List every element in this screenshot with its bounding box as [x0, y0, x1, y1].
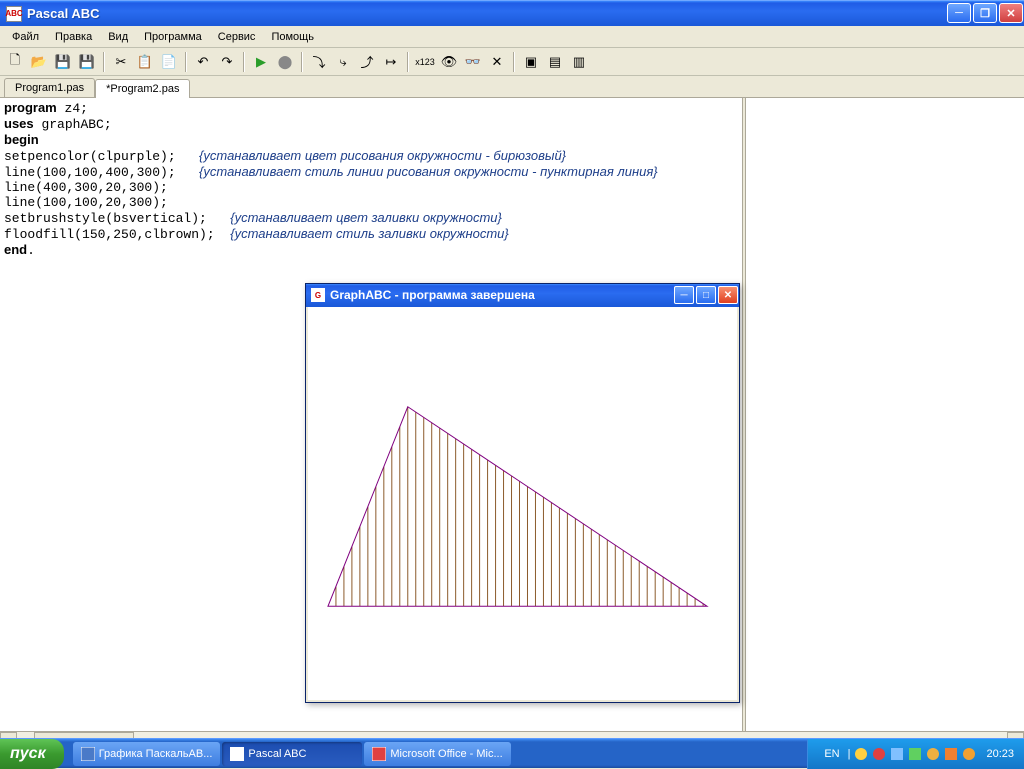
taskbar: пуск Графика ПаскальАВ...Pascal ABCMicro… — [0, 738, 1024, 768]
paste-icon[interactable]: 📄 — [158, 51, 180, 73]
tray-icon-volume[interactable] — [926, 747, 940, 761]
language-indicator[interactable]: EN — [824, 748, 839, 760]
tray-icon-4[interactable] — [908, 747, 922, 761]
copy-icon[interactable]: 📋 — [134, 51, 156, 73]
start-button[interactable]: пуск — [0, 739, 64, 769]
toolbar-separator — [301, 52, 303, 72]
system-tray: EN | 20:23 — [807, 739, 1024, 769]
tray-separator: | — [848, 748, 851, 760]
graphabc-window[interactable]: G GraphABC - программа завершена ─ □ ✕ — [305, 283, 740, 703]
clear-icon[interactable]: ✕ — [486, 51, 508, 73]
tab-program2pas[interactable]: *Program2.pas — [95, 79, 190, 98]
menu-item-помощь[interactable]: Помощь — [263, 29, 322, 45]
task-items: Графика ПаскальАВ...Pascal ABCMicrosoft … — [72, 742, 512, 766]
stop-icon[interactable]: ⬤ — [274, 51, 296, 73]
open-file-icon[interactable]: 📂 — [28, 51, 50, 73]
toolbar: 🗋 📂 💾 💾 ✂ 📋 📄 ↶ ↷ ▶ ⬤ ⤵ ⤷ ⤴ ↦ x123 👁 👓 ✕… — [0, 48, 1024, 76]
menu-item-вид[interactable]: Вид — [100, 29, 136, 45]
taskbar-item[interactable]: Microsoft Office - Mic... — [364, 742, 510, 766]
step-over-icon[interactable]: ⤵ — [308, 51, 330, 73]
redo-icon[interactable]: ↷ — [216, 51, 238, 73]
run-icon[interactable]: ▶ — [250, 51, 272, 73]
menu-item-файл[interactable]: Файл — [4, 29, 47, 45]
toolbar-separator — [513, 52, 515, 72]
graphabc-maximize-button[interactable]: □ — [696, 286, 716, 304]
tray-icon-3[interactable] — [890, 747, 904, 761]
window-title: Pascal ABC — [27, 6, 946, 21]
taskbar-item[interactable]: Pascal ABC — [222, 742, 362, 766]
toolbar-separator — [407, 52, 409, 72]
graphabc-minimize-button[interactable]: ─ — [674, 286, 694, 304]
step-into-icon[interactable]: ⤷ — [332, 51, 354, 73]
new-file-icon[interactable]: 🗋 — [4, 51, 26, 73]
titlebar[interactable]: ABC Pascal ABC ─ ❐ ✕ — [0, 0, 1024, 26]
undo-icon[interactable]: ↶ — [192, 51, 214, 73]
close-button[interactable]: ✕ — [999, 3, 1023, 23]
start-label: пуск — [10, 745, 46, 763]
graphabc-titlebar[interactable]: G GraphABC - программа завершена ─ □ ✕ — [306, 284, 739, 307]
graphabc-icon: G — [311, 288, 325, 302]
menubar: ФайлПравкаВидПрограммаСервисПомощь — [0, 26, 1024, 48]
app-icon: ABC — [6, 6, 22, 22]
panel1-icon[interactable]: ▣ — [520, 51, 542, 73]
toolbar-separator — [103, 52, 105, 72]
tray-icon-opera[interactable] — [872, 747, 886, 761]
menu-item-программа[interactable]: Программа — [136, 29, 210, 45]
graphabc-canvas — [306, 307, 739, 702]
graphabc-close-button[interactable]: ✕ — [718, 286, 738, 304]
breakpoint-icon[interactable]: 👁 — [438, 51, 460, 73]
right-pane — [746, 98, 1024, 731]
toolbar-separator — [185, 52, 187, 72]
window-controls: ─ ❐ ✕ — [946, 1, 1024, 26]
watch-icon[interactable]: x123 — [414, 51, 436, 73]
graphabc-title: GraphABC - программа завершена — [330, 288, 673, 302]
panel3-icon[interactable]: ▥ — [568, 51, 590, 73]
minimize-button[interactable]: ─ — [947, 3, 971, 23]
tray-icon-1[interactable] — [854, 747, 868, 761]
tray-icon-7[interactable] — [962, 747, 976, 761]
tabbar: Program1.pas*Program2.pas — [0, 76, 1024, 98]
menu-item-правка[interactable]: Правка — [47, 29, 100, 45]
triangle-drawing — [308, 307, 737, 700]
panel2-icon[interactable]: ▤ — [544, 51, 566, 73]
save-icon[interactable]: 💾 — [52, 51, 74, 73]
step-out-icon[interactable]: ⤴ — [356, 51, 378, 73]
taskbar-item[interactable]: Графика ПаскальАВ... — [73, 742, 221, 766]
run-to-cursor-icon[interactable]: ↦ — [380, 51, 402, 73]
tab-program1pas[interactable]: Program1.pas — [4, 78, 95, 97]
tray-icon-6[interactable] — [944, 747, 958, 761]
cut-icon[interactable]: ✂ — [110, 51, 132, 73]
eval-icon[interactable]: 👓 — [462, 51, 484, 73]
restore-button[interactable]: ❐ — [973, 3, 997, 23]
menu-item-сервис[interactable]: Сервис — [210, 29, 264, 45]
toolbar-separator — [243, 52, 245, 72]
save-all-icon[interactable]: 💾 — [76, 51, 98, 73]
clock[interactable]: 20:23 — [986, 748, 1014, 760]
